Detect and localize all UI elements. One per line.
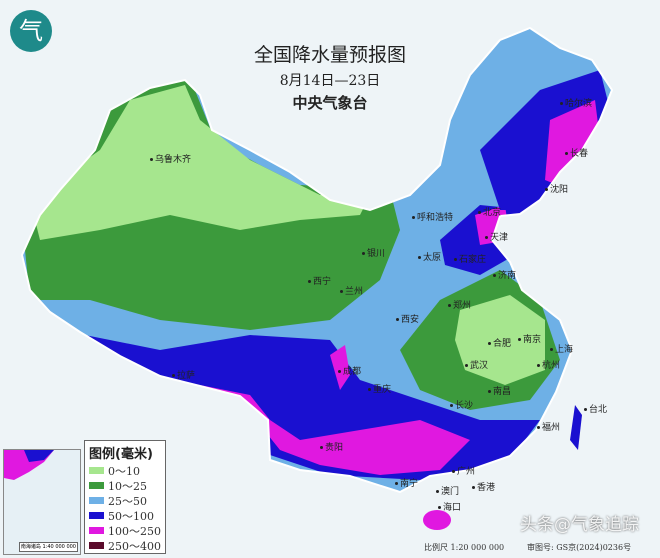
city-label: 香港: [472, 480, 495, 493]
city-label: 重庆: [368, 382, 391, 395]
watermark: 头条@气象追踪: [520, 515, 639, 535]
zone-100-250-south: [200, 385, 470, 475]
legend-swatch: [89, 542, 104, 549]
legend-title: 图例(毫米): [89, 447, 153, 462]
cma-logo: 气: [10, 10, 52, 52]
city-label: 上海: [550, 342, 573, 355]
map-scale: 比例尺 1:20 000 000: [424, 543, 505, 552]
city-label: 广州: [452, 464, 475, 477]
legend-swatch: [89, 512, 104, 519]
legend-item: 0～10: [89, 463, 161, 478]
city-label: 北京: [478, 205, 501, 218]
city-label: 西宁: [308, 274, 331, 287]
city-label: 石家庄: [454, 252, 486, 265]
city-label: 杭州: [537, 358, 560, 371]
city-label: 台北: [584, 402, 607, 415]
legend-swatch: [89, 467, 104, 474]
city-label: 南昌: [488, 384, 511, 397]
city-label: 海口: [438, 500, 461, 513]
legend-label: 0～10: [108, 464, 140, 478]
legend-label: 250～400: [108, 539, 161, 553]
legend-label: 10～25: [108, 479, 147, 493]
city-label: 哈尔滨: [560, 96, 592, 109]
city-label: 长沙: [450, 398, 473, 411]
city-label: 合肥: [488, 336, 511, 349]
legend-item: 25～50: [89, 493, 161, 508]
city-label: 澳门: [436, 484, 459, 497]
city-label: 银川: [362, 246, 385, 259]
city-label: 天津: [485, 230, 508, 243]
city-label: 南宁: [395, 476, 418, 489]
city-label: 武汉: [465, 358, 488, 371]
legend-swatch: [89, 497, 104, 504]
issuer: 中央气象台: [292, 94, 368, 112]
city-label: 西安: [396, 312, 419, 325]
city-label: 沈阳: [545, 182, 568, 195]
legend-swatch: [89, 527, 104, 534]
city-label: 乌鲁木齐: [150, 152, 191, 165]
city-label: 南京: [518, 332, 541, 345]
city-label: 太原: [418, 250, 441, 263]
inset-map: [4, 450, 54, 480]
inset-rain-zone: [24, 450, 54, 462]
zone-100-250-northeast: [545, 100, 600, 190]
city-label: 福州: [537, 420, 560, 433]
legend-item: 10～25: [89, 478, 161, 493]
inset-scale: 南海诸岛 1:40 000 000: [18, 542, 78, 552]
country-border: [20, 26, 614, 494]
city-label: 兰州: [340, 284, 363, 297]
city-label: 贵阳: [320, 440, 343, 453]
legend-label: 100～250: [108, 524, 161, 538]
legend-item: 50～100: [89, 508, 161, 523]
city-label: 成都: [338, 364, 361, 377]
legend: 图例(毫米) 0～10 10～25 25～50 50～100 100～250 2…: [84, 440, 166, 554]
taiwan-island: [570, 405, 582, 450]
south-china-sea-inset: 南海诸岛 1:40 000 000: [3, 449, 81, 555]
city-label: 拉萨: [172, 368, 195, 381]
city-label: 济南: [493, 268, 516, 281]
legend-label: 25～50: [108, 494, 147, 508]
hainan-island: [423, 510, 451, 530]
city-label: 长春: [565, 146, 588, 159]
date-range: 8月14日—23日: [279, 73, 381, 89]
city-label: 郑州: [448, 298, 471, 311]
legend-item: 250～400: [89, 538, 161, 553]
map-title: 全国降水量预报图: [253, 44, 406, 66]
legend-swatch: [89, 482, 104, 489]
city-label: 呼和浩特: [412, 210, 453, 223]
approval-number: 审图号: GS京(2024)0236号: [527, 543, 632, 552]
zone-0-10-northwest: [30, 85, 370, 240]
legend-item: 100～250: [89, 523, 161, 538]
legend-label: 50～100: [108, 509, 154, 523]
